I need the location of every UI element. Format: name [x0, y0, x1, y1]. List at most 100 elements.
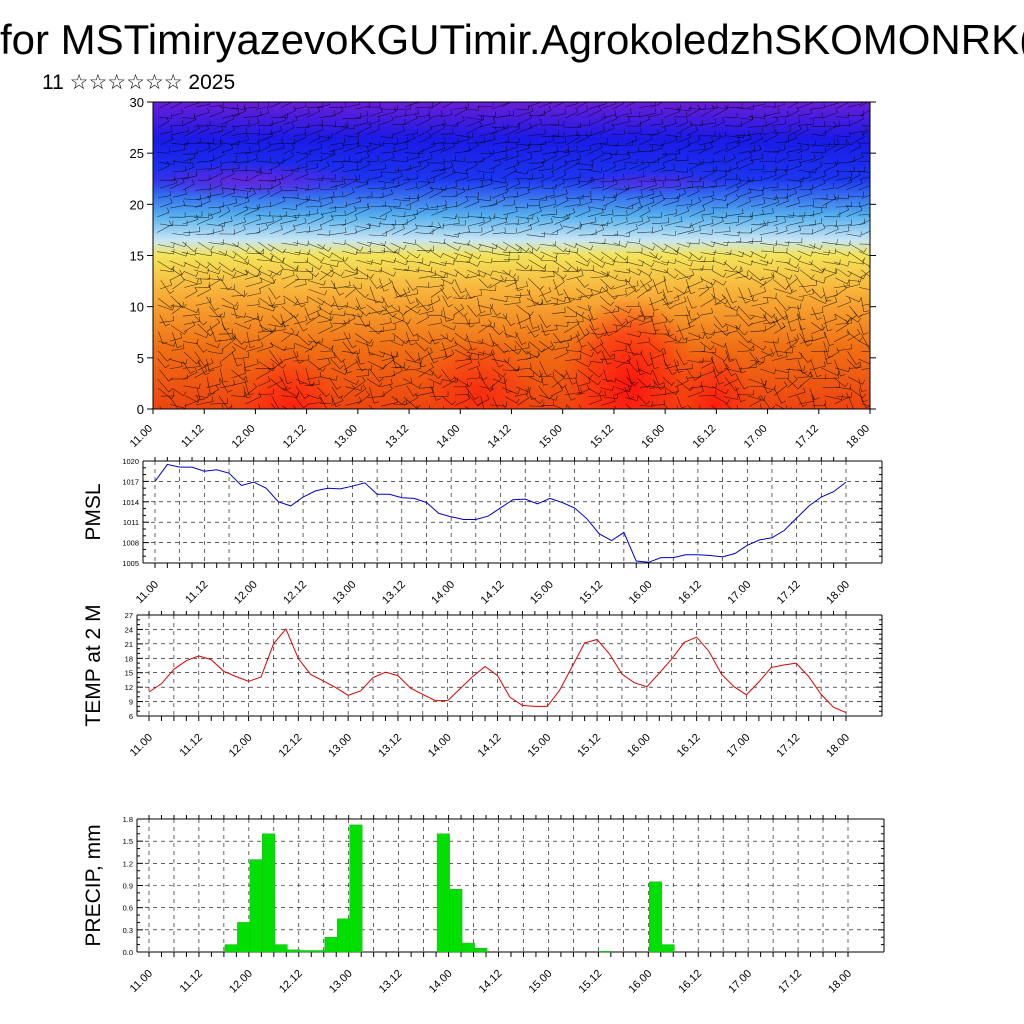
wind-barb: [603, 161, 616, 173]
wind-barb: [825, 290, 838, 299]
wind-barb: [848, 218, 866, 227]
wind-barb: [710, 341, 727, 348]
x-tick-label: 13.12: [380, 579, 408, 607]
wind-barb: [861, 130, 870, 136]
wind-barb: [381, 257, 396, 264]
wind-barb: [281, 343, 295, 351]
wind-barb: [835, 201, 852, 208]
wind-barb: [369, 163, 387, 171]
wind-barb: [246, 168, 263, 182]
wind-barb: [257, 388, 274, 396]
wind-barb: [442, 213, 457, 220]
wind-barb: [785, 277, 797, 293]
wind-barb: [293, 240, 310, 246]
precip-bar: [599, 951, 613, 953]
wind-barb: [710, 216, 724, 227]
wind-barb: [354, 223, 371, 229]
wind-barb: [797, 250, 813, 257]
wind-barb: [442, 307, 451, 322]
wind-barb: [602, 377, 617, 383]
wind-barb: [527, 145, 542, 153]
wind-barb: [197, 358, 214, 371]
wind-barb: [159, 266, 175, 273]
wind-barb: [479, 258, 493, 264]
wind-barb: [489, 296, 508, 303]
wind-barb: [454, 354, 471, 362]
wind-barb: [513, 363, 532, 371]
wind-barb: [564, 311, 577, 317]
wind-barb: [193, 120, 211, 127]
x-tick-label: 14.00: [429, 579, 457, 607]
wind-barb: [209, 150, 225, 162]
wind-barb: [673, 188, 687, 199]
wind-barb: [328, 377, 342, 390]
wind-barb: [476, 195, 492, 202]
wind-barb: [725, 193, 740, 206]
wind-barb: [369, 201, 386, 207]
wind-barb: [640, 157, 659, 163]
wind-barb: [159, 314, 171, 327]
wind-barb: [440, 141, 456, 153]
wind-barb: [652, 316, 668, 325]
wind-barb: [366, 378, 383, 387]
wind-barb: [723, 185, 739, 197]
wind-barb: [281, 378, 292, 391]
wind-barb: [257, 131, 274, 143]
wind-barb: [466, 354, 479, 360]
wind-barb: [281, 166, 299, 172]
wind-barb: [280, 312, 294, 326]
wind-barb: [467, 173, 485, 181]
wind-barb: [575, 243, 594, 251]
wind-barb: [367, 102, 381, 108]
wind-barb: [269, 102, 284, 108]
wind-barb: [637, 311, 654, 317]
wind-barb: [380, 384, 393, 398]
wind-barb: [638, 189, 655, 200]
wind-barb: [822, 107, 838, 119]
wind-barb: [293, 297, 309, 306]
wind-barb: [517, 371, 534, 377]
precip-bar: [449, 888, 463, 953]
wind-barb: [283, 212, 300, 219]
wind-barb: [160, 279, 175, 294]
wind-barb: [664, 324, 675, 337]
wind-barb: [698, 284, 710, 297]
wind-barb: [565, 102, 579, 108]
wind-barb: [344, 304, 360, 311]
wind-barb: [220, 368, 228, 383]
wind-barb: [564, 372, 577, 380]
wind-barb: [427, 223, 445, 229]
wind-barb: [527, 102, 543, 107]
wind-barb: [208, 179, 223, 191]
wind-barb: [320, 398, 333, 404]
wind-barb: [170, 108, 184, 117]
wind-barb: [193, 212, 210, 218]
wind-barb: [749, 315, 767, 325]
wind-barb: [231, 369, 247, 380]
wind-barb: [502, 241, 521, 252]
wind-barb: [637, 368, 653, 375]
wind-barb: [430, 385, 441, 401]
wind-barb: [440, 340, 457, 352]
wind-barb: [480, 322, 496, 328]
wind-barb: [775, 225, 788, 235]
wind-barb: [638, 316, 653, 326]
wind-barb: [195, 250, 213, 257]
wind-barb: [737, 211, 753, 218]
wind-barb: [208, 360, 222, 371]
wind-barb: [452, 319, 471, 325]
wind-barb: [501, 165, 517, 179]
wind-barb: [661, 249, 679, 255]
wind-barb: [712, 278, 727, 286]
wind-barb: [307, 280, 326, 286]
wind-barb: [553, 137, 566, 144]
wind-barb: [393, 136, 409, 146]
wind-barb: [639, 381, 656, 388]
wind-barb: [502, 365, 520, 371]
wind-barb: [627, 315, 646, 323]
wind-barb: [159, 175, 175, 181]
wind-barb: [612, 174, 625, 182]
wind-barb: [317, 352, 336, 361]
wind-barb: [649, 352, 659, 369]
wind-barb: [209, 106, 225, 118]
